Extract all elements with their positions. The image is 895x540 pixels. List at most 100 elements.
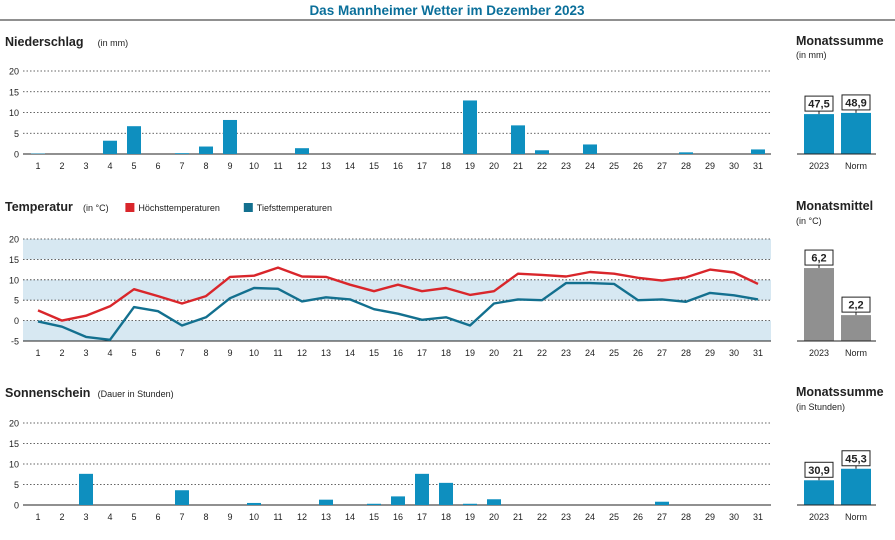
x-tick-label: 24 <box>585 161 595 171</box>
x-tick-label: 21 <box>513 512 523 522</box>
panel-unit: (in mm) <box>98 38 129 48</box>
day-bar <box>655 501 669 505</box>
x-tick-label: 8 <box>203 161 208 171</box>
x-tick-label: 9 <box>227 161 232 171</box>
summary-bar <box>841 468 871 505</box>
y-tick-label: 15 <box>9 255 19 265</box>
summary-bar <box>804 268 834 341</box>
x-tick-label: 15 <box>369 348 379 358</box>
x-tick-label: 31 <box>753 161 763 171</box>
day-bar <box>175 153 189 154</box>
day-bar <box>223 119 237 154</box>
x-tick-label: 25 <box>609 512 619 522</box>
x-tick-label: 4 <box>107 161 112 171</box>
x-tick-label: 6 <box>155 348 160 358</box>
x-tick-label: 12 <box>297 161 307 171</box>
x-tick-label: 26 <box>633 161 643 171</box>
x-tick-label: 28 <box>681 348 691 358</box>
panel-title: Sonnenschein <box>5 386 90 400</box>
summary-title: Monatssumme <box>796 385 884 399</box>
x-tick-label: 20 <box>489 161 499 171</box>
x-tick-label: 3 <box>83 348 88 358</box>
x-tick-label: 14 <box>345 348 355 358</box>
x-tick-label: 14 <box>345 161 355 171</box>
day-bar <box>463 503 477 505</box>
summary-unit: (in °C) <box>796 216 822 226</box>
x-tick-label: 6 <box>155 512 160 522</box>
x-tick-label: 22 <box>537 348 547 358</box>
day-bar <box>751 149 765 154</box>
x-tick-label: 8 <box>203 512 208 522</box>
x-tick-label: 6 <box>155 161 160 171</box>
x-tick-label: 2 <box>59 512 64 522</box>
day-bar <box>103 140 117 154</box>
y-tick-label: 20 <box>9 235 19 245</box>
summary-value-label: 47,5 <box>808 99 829 111</box>
summary-value-label: 30,9 <box>808 465 829 477</box>
summary-category-label: 2023 <box>809 512 829 522</box>
x-tick-label: 19 <box>465 512 475 522</box>
x-tick-label: 11 <box>273 348 282 358</box>
panel-unit: (in °C) <box>83 203 109 213</box>
x-tick-label: 21 <box>513 348 523 358</box>
temp-band <box>23 239 771 260</box>
y-tick-label: 20 <box>9 419 19 429</box>
x-tick-label: 29 <box>705 161 715 171</box>
x-tick-label: 22 <box>537 512 547 522</box>
x-tick-label: 18 <box>441 348 451 358</box>
x-tick-label: 22 <box>537 161 547 171</box>
summary-value-label: 45,3 <box>845 453 866 465</box>
x-tick-label: 18 <box>441 512 451 522</box>
x-tick-label: 25 <box>609 161 619 171</box>
summary-category-label: 2023 <box>809 348 829 358</box>
x-tick-label: 20 <box>489 348 499 358</box>
y-tick-label: 5 <box>14 129 19 139</box>
x-tick-label: 31 <box>753 512 763 522</box>
day-bar <box>679 152 693 154</box>
x-tick-label: 13 <box>321 348 331 358</box>
summary-category-label: 2023 <box>809 161 829 171</box>
summary-value-label: 2,2 <box>848 300 863 312</box>
x-tick-label: 9 <box>227 512 232 522</box>
sun-summary: Monatssumme (in Stunden) 30,9 2023 45,3 Norm <box>796 385 884 522</box>
summary-bar <box>804 480 834 505</box>
y-tick-label: 0 <box>14 501 19 511</box>
y-tick-label: 20 <box>9 67 19 77</box>
x-tick-label: 19 <box>465 161 475 171</box>
low-temp-line <box>37 281 759 341</box>
temp-band <box>23 279 771 301</box>
y-tick-label: 0 <box>14 316 19 326</box>
x-tick-label: 30 <box>729 512 739 522</box>
x-tick-label: 4 <box>107 348 112 358</box>
x-tick-label: 25 <box>609 348 619 358</box>
x-tick-label: 8 <box>203 348 208 358</box>
day-bar <box>511 125 525 154</box>
summary-category-label: Norm <box>845 161 867 171</box>
panel-title: Temperatur <box>5 200 73 214</box>
x-tick-label: 9 <box>227 348 232 358</box>
day-bar <box>463 100 477 154</box>
summary-bar <box>804 114 834 154</box>
x-tick-label: 17 <box>417 348 427 358</box>
y-tick-label: 15 <box>9 439 19 449</box>
legend-label: Tiefsttemperaturen <box>257 203 332 213</box>
x-tick-label: 1 <box>35 348 40 358</box>
x-tick-label: 27 <box>657 512 667 522</box>
x-tick-label: 24 <box>585 348 595 358</box>
x-tick-label: 3 <box>83 512 88 522</box>
x-tick-label: 12 <box>297 512 307 522</box>
day-bar <box>127 126 141 154</box>
y-tick-label: 10 <box>9 275 19 285</box>
summary-value-label: 6,2 <box>811 253 826 265</box>
day-bar <box>535 150 549 154</box>
summary-title: Monatssumme <box>796 34 884 48</box>
x-tick-label: 1 <box>35 161 40 171</box>
x-tick-label: 4 <box>107 512 112 522</box>
y-tick-label: 0 <box>14 150 19 160</box>
x-tick-label: 23 <box>561 348 571 358</box>
day-bar <box>199 146 213 154</box>
x-tick-label: 13 <box>321 161 331 171</box>
x-tick-label: 17 <box>417 161 427 171</box>
